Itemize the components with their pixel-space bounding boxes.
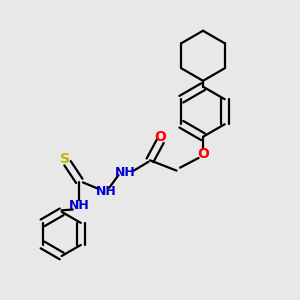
Text: NH: NH	[69, 200, 90, 212]
Text: NH: NH	[95, 185, 116, 198]
Text: NH: NH	[115, 166, 135, 178]
Text: O: O	[197, 147, 209, 161]
Text: O: O	[154, 130, 166, 144]
Text: S: S	[60, 152, 70, 166]
